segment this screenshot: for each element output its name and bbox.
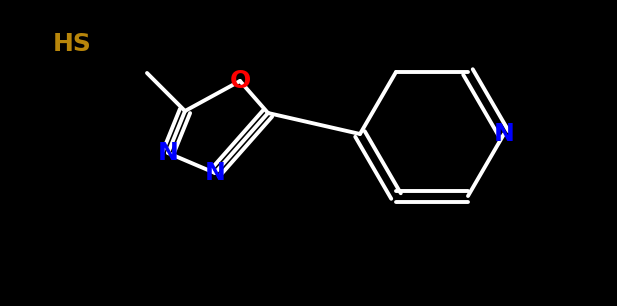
Text: N: N — [494, 122, 515, 146]
Text: N: N — [205, 161, 225, 185]
Text: HS: HS — [52, 32, 91, 56]
Text: O: O — [230, 69, 251, 93]
Text: N: N — [157, 141, 178, 165]
